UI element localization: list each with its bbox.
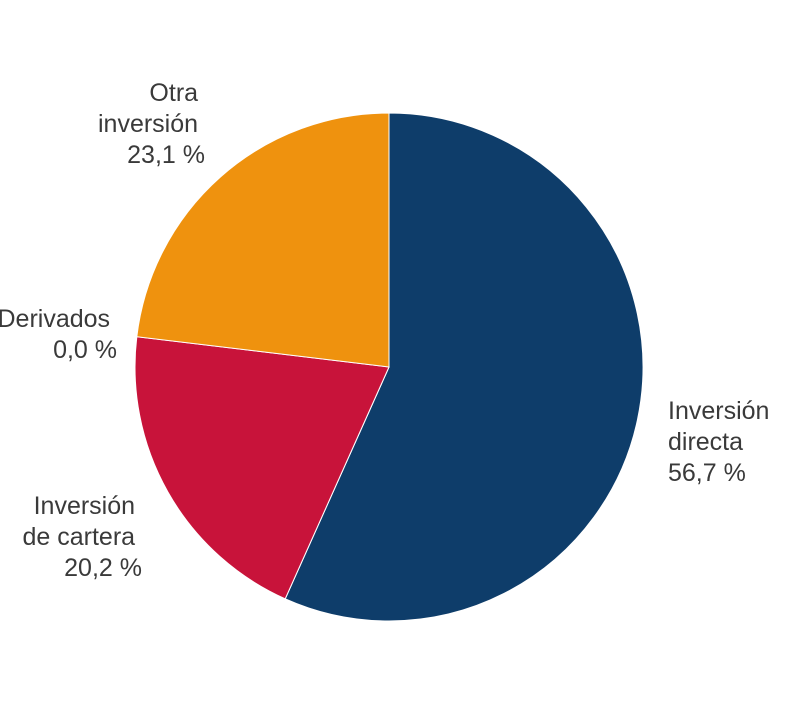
slice-label-line: directa (668, 428, 743, 456)
pie-slices (134, 112, 644, 622)
slice-label-line: de cartera (22, 523, 135, 551)
slice-label-otra-inversion: Otra inversión 23,1 % (98, 79, 205, 169)
slice-value-label: 20,2 % (64, 554, 142, 582)
slice-label-line: Otra (149, 79, 198, 107)
pie-slice-otra-inversi-n (136, 112, 390, 368)
slice-value-label: 56,7 % (668, 459, 746, 487)
slice-value-label: 0,0 % (53, 336, 117, 364)
pie-slice-inversi-n-de-cartera (134, 336, 390, 600)
slice-label-inversion-de-cartera: Inversión de cartera 20,2 % (22, 492, 142, 582)
pie-slice-inversi-n-directa (284, 112, 644, 622)
slice-label-line: Derivados (0, 305, 110, 333)
slice-value-label: 23,1 % (127, 141, 205, 169)
slice-label-inversion-directa: Inversión directa 56,7 % (668, 397, 776, 487)
slice-label-derivados: Derivados 0,0 % (0, 305, 117, 364)
slice-label-line: inversión (98, 110, 198, 138)
slice-label-line: Inversión (34, 492, 135, 520)
slice-label-line: Inversión (668, 397, 769, 425)
